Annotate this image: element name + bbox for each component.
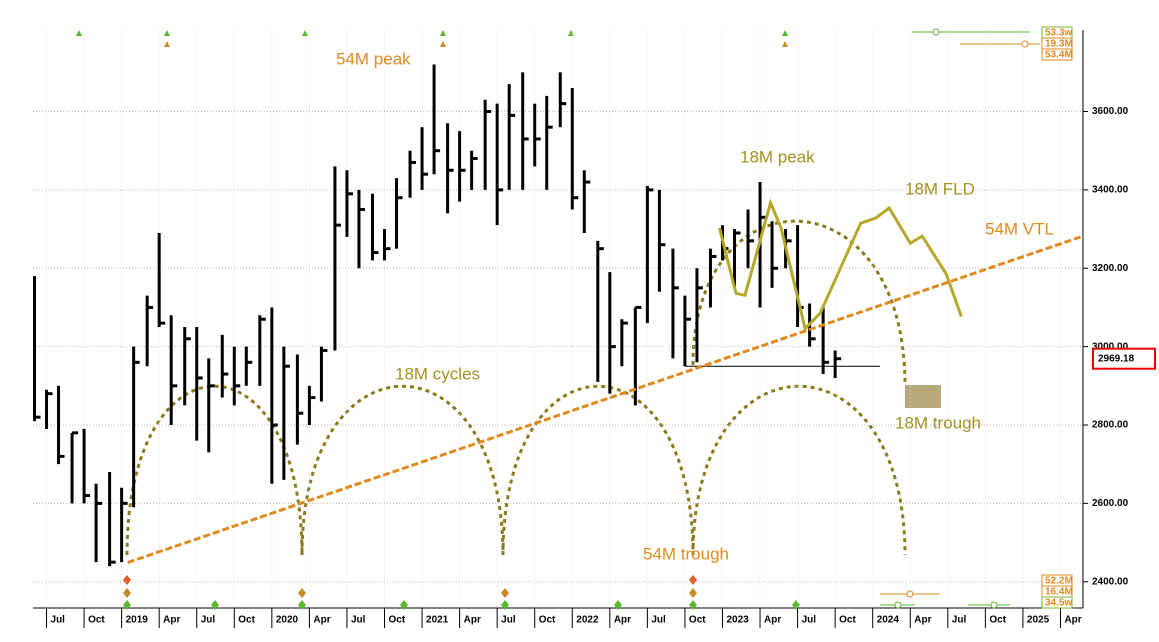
marker — [76, 30, 82, 36]
price-box — [1092, 347, 1156, 370]
marker — [782, 41, 788, 47]
marker — [501, 600, 509, 610]
x-tick-label: Oct — [238, 615, 255, 626]
marker — [298, 588, 306, 598]
y-tick-label: 3400.00 — [1092, 185, 1129, 196]
range-dot — [932, 28, 940, 36]
price-label: 2969.18 — [1098, 353, 1135, 364]
marker — [400, 600, 408, 610]
annotation: 18M trough — [895, 413, 981, 432]
cycle-arc — [691, 384, 907, 556]
x-tick-label: Oct — [689, 615, 706, 626]
marker — [123, 575, 131, 585]
cycle-arc — [501, 384, 695, 556]
bottom-markers — [123, 575, 800, 610]
cycle-arc — [125, 385, 304, 556]
cycle-label: 19.3M — [1045, 39, 1073, 50]
x-tick-label: Jul — [651, 615, 666, 626]
cycle-arc-54m — [691, 219, 907, 386]
vtl-line — [127, 234, 1084, 564]
annotation: 18M cycles — [395, 364, 480, 383]
marker — [782, 30, 788, 36]
marker — [689, 575, 697, 585]
x-tick-label: Apr — [163, 615, 180, 626]
x-tick-label: Oct — [389, 615, 406, 626]
cycle-arcs — [125, 219, 907, 556]
x-tick-label: 2022 — [576, 615, 599, 626]
y-tick-label: 3600.00 — [1092, 106, 1129, 117]
range-dot — [894, 601, 902, 609]
x-tick-label: Jul — [351, 615, 366, 626]
fld-line — [718, 198, 963, 332]
x-tick-label: 2019 — [126, 615, 149, 626]
range-dot — [1021, 40, 1029, 48]
y-tick-label: 2400.00 — [1092, 576, 1129, 587]
cycle-arc — [300, 384, 505, 556]
cycle-label: 53.4M — [1045, 50, 1073, 61]
x-tick-label: Jul — [952, 615, 967, 626]
x-tick-label: Apr — [914, 615, 931, 626]
marker — [440, 41, 446, 47]
annotation: 54M trough — [643, 544, 729, 563]
y-tick-label: 2600.00 — [1092, 498, 1129, 509]
x-tick-label: Jul — [501, 615, 516, 626]
x-tick-label: Oct — [88, 615, 105, 626]
x-tick-label: Apr — [313, 615, 330, 626]
x-tick-label: Jul — [51, 615, 66, 626]
x-tick-label: Oct — [989, 615, 1006, 626]
marker — [614, 600, 622, 610]
marker — [440, 30, 446, 36]
x-tick-label: Oct — [539, 615, 556, 626]
marker — [123, 588, 131, 598]
marker — [501, 588, 509, 598]
marker — [211, 600, 219, 610]
cycle-label: 53.3w — [1045, 28, 1072, 39]
marker — [164, 30, 170, 36]
marker — [123, 600, 131, 610]
annotation: 18M peak — [740, 147, 815, 166]
marker — [689, 588, 697, 598]
annotation: 18M FLD — [905, 179, 975, 198]
x-tick-label: 2025 — [1027, 615, 1050, 626]
y-tick-label: 3000.00 — [1092, 341, 1129, 352]
annotation: 54M VTL — [985, 219, 1054, 238]
x-tick-label: Apr — [464, 615, 481, 626]
cycle-label: 16.4M — [1045, 587, 1073, 598]
cycle-ranges — [880, 28, 1040, 609]
cycle-label: 34.5w — [1045, 598, 1072, 609]
annotation: 54M peak — [336, 49, 411, 68]
x-tick-label: 2020 — [276, 615, 299, 626]
marker — [689, 600, 697, 610]
cycle-label: 52.2M — [1045, 576, 1073, 587]
x-tick-label: Apr — [614, 615, 631, 626]
x-tick-label: 2023 — [726, 615, 749, 626]
cycle-box — [1041, 48, 1073, 61]
y-tick-label: 3200.00 — [1092, 263, 1129, 274]
marker — [298, 600, 306, 610]
x-tick-label: 2021 — [426, 615, 449, 626]
x-tick-label: Jul — [802, 615, 817, 626]
x-tick-label: Jul — [201, 615, 216, 626]
trough-target — [905, 385, 941, 408]
y-tick-label: 2800.00 — [1092, 420, 1129, 431]
cycle-box — [1041, 596, 1073, 609]
x-tick-label: Apr — [1064, 615, 1081, 626]
x-tick-label: Oct — [839, 615, 856, 626]
marker — [302, 30, 308, 36]
range-dot — [990, 601, 998, 609]
x-tick-label: 2024 — [877, 615, 900, 626]
x-tick-label: Apr — [764, 615, 781, 626]
marker — [164, 41, 170, 47]
